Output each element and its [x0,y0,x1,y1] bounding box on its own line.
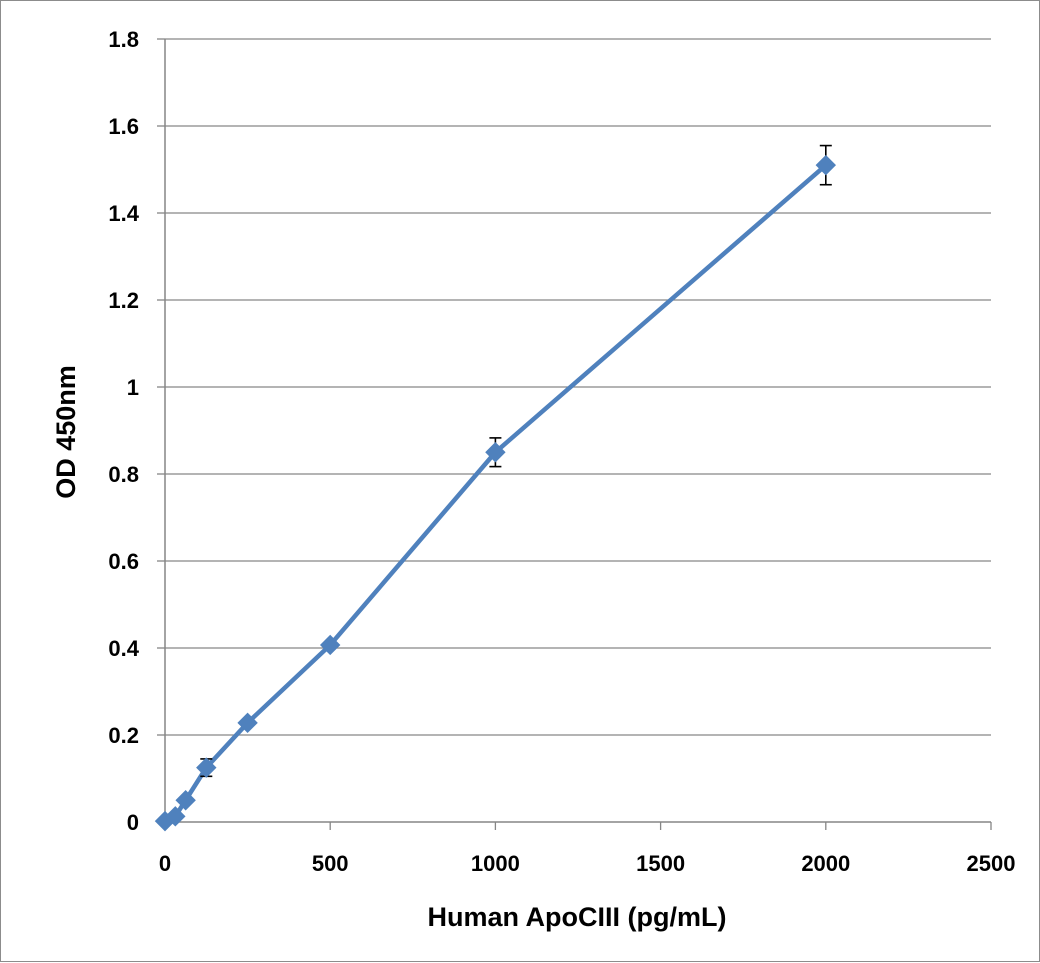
y-axis-title: OD 450nm [51,365,81,499]
data-point [196,757,217,778]
x-tick-label: 2000 [801,851,850,876]
x-axis-ticks: 0 500 1000 1500 2000 2500 [159,822,1016,876]
y-tick-label: 1.8 [108,27,139,52]
data-point [319,634,341,656]
y-tick-label: 1 [127,375,139,400]
gridlines [165,38,991,736]
data-point [165,806,186,827]
data-point [175,790,196,811]
y-tick-label: 1.2 [108,288,139,313]
series-line [164,163,828,824]
data-point [815,154,837,176]
plot-area [154,144,837,832]
y-tick-label: 0.6 [108,549,139,574]
y-tick-label: 0.4 [108,636,139,661]
x-tick-label: 1000 [471,851,520,876]
x-tick-label: 2500 [967,851,1016,876]
axes [164,39,991,823]
y-tick-label: 1.6 [108,114,139,139]
y-tick-label: 0.8 [108,462,139,487]
x-tick-label: 0 [159,851,171,876]
y-tick-label: 1.4 [108,201,139,226]
x-axis-title: Human ApoCIII (pg/mL) [428,902,727,932]
y-axis-ticks: 0 0.2 0.4 0.6 0.8 1 1.2 1.4 1.6 1.8 [108,27,165,835]
x-tick-label: 1500 [636,851,685,876]
y-tick-label: 0 [127,810,139,835]
data-point [237,712,258,734]
y-tick-label: 0.2 [108,723,139,748]
data-point [485,442,506,463]
x-tick-label: 500 [312,851,349,876]
